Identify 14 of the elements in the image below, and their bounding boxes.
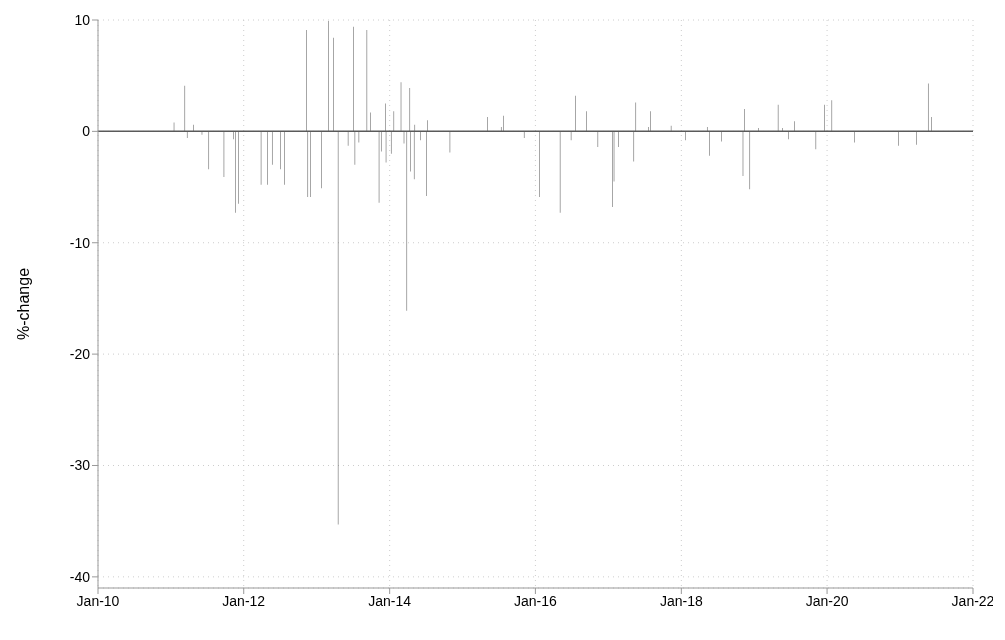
x-tick-label: Jan-16 bbox=[513, 592, 558, 609]
y-tick-label: -10 bbox=[69, 234, 91, 251]
y-tick-label: -40 bbox=[69, 568, 91, 585]
x-tick-label: Jan-22 bbox=[951, 592, 995, 609]
x-tick-label: Jan-10 bbox=[76, 592, 120, 609]
y-tick-label: 0 bbox=[82, 123, 91, 140]
x-tick-label: Jan-12 bbox=[222, 592, 266, 609]
x-tick-label: Jan-14 bbox=[368, 592, 412, 609]
x-tick-label: Jan-18 bbox=[659, 592, 703, 609]
y-axis-title: %-change bbox=[14, 267, 32, 341]
y-tick-label: 10 bbox=[74, 11, 91, 28]
y-tick-label: -20 bbox=[69, 346, 91, 363]
x-tick-label: Jan-20 bbox=[805, 592, 849, 609]
y-tick-label: -30 bbox=[69, 457, 91, 474]
